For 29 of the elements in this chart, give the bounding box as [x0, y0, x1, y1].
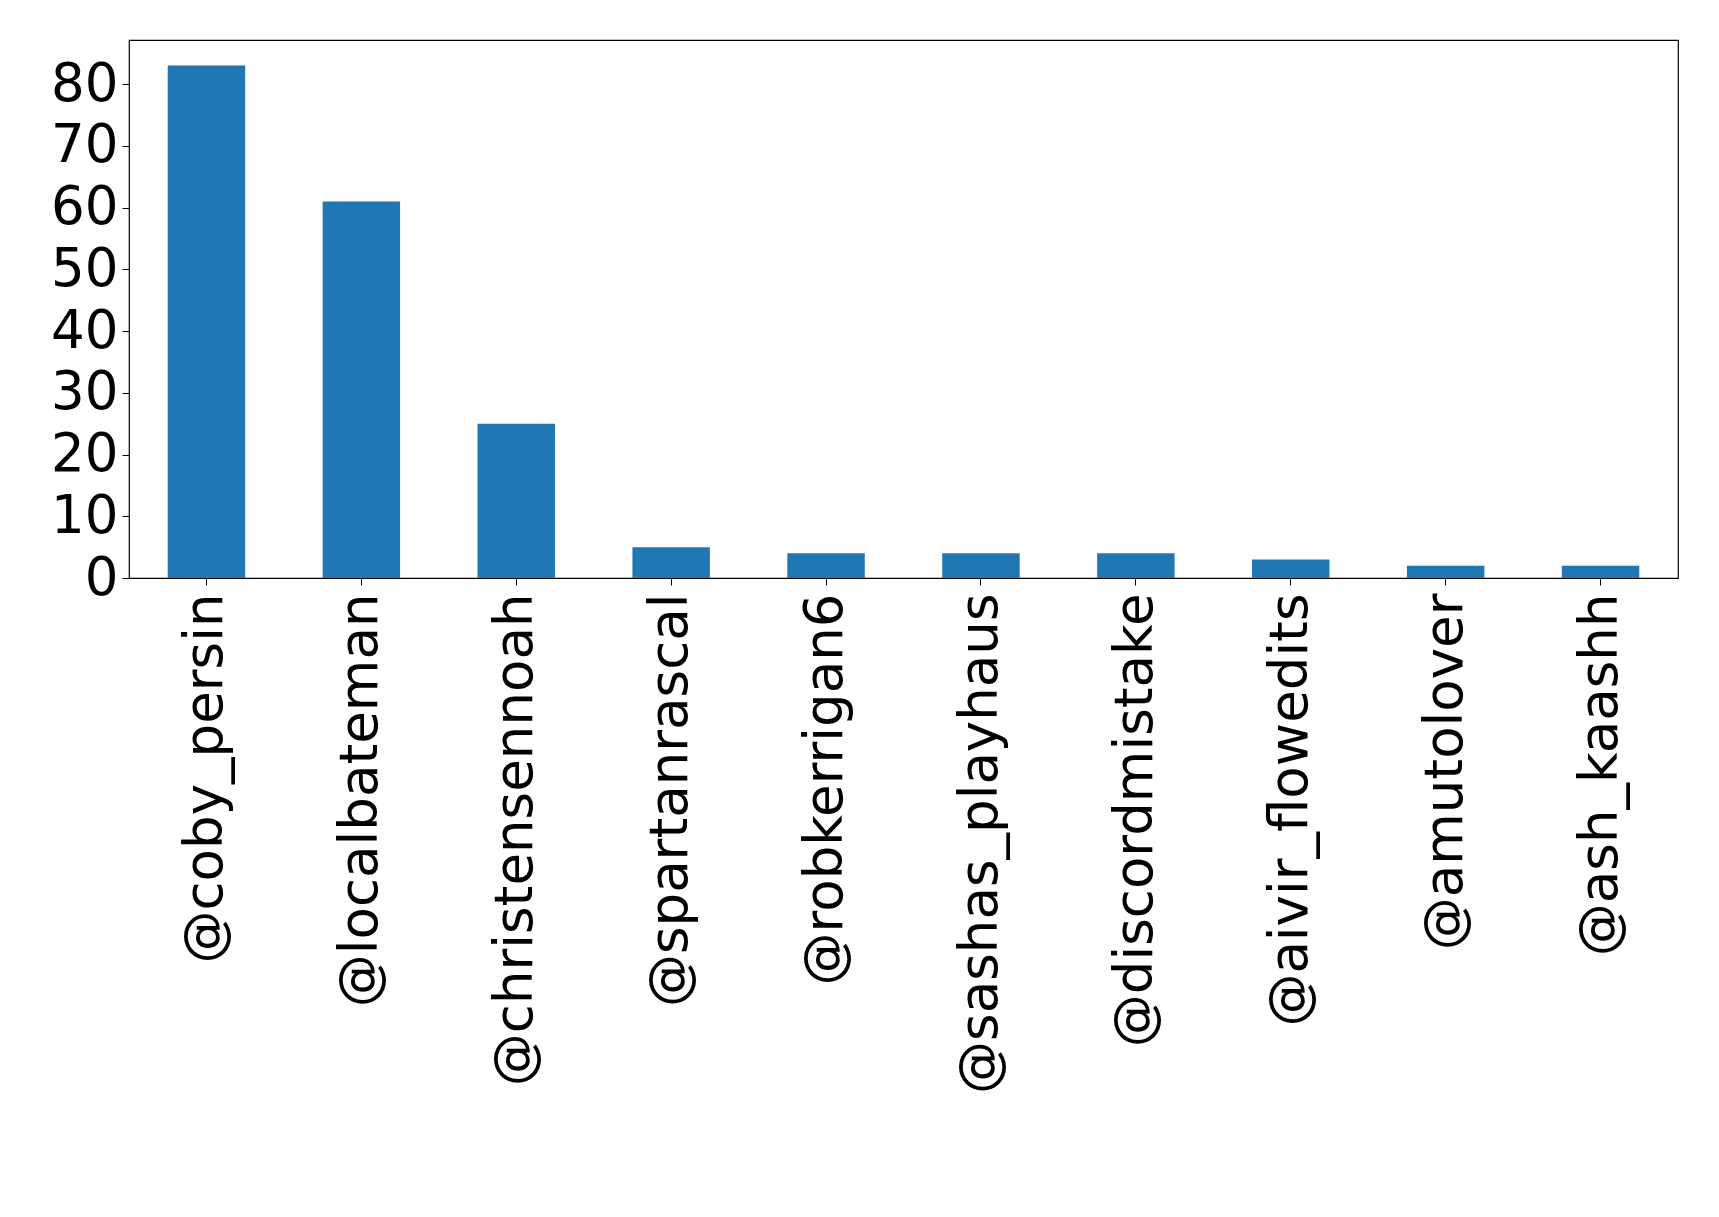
- bar: [632, 547, 710, 578]
- y-tick-label: 10: [51, 483, 119, 545]
- x-tick-label: @ash_kaashh: [1567, 593, 1630, 957]
- bar: [942, 553, 1020, 578]
- bar: [477, 423, 555, 578]
- y-tick-label: 20: [51, 422, 119, 484]
- y-tick-label: 80: [51, 51, 119, 113]
- y-tick-label: 40: [51, 298, 119, 360]
- x-tick-label: @aivir_flowedits: [1257, 593, 1320, 1027]
- bar: [322, 201, 401, 578]
- x-tick-label: @amutolover: [1412, 593, 1474, 951]
- y-tick-label: 30: [51, 360, 119, 422]
- x-tick-label: @localbateman: [328, 593, 390, 1008]
- bar: [1252, 559, 1330, 578]
- x-tick-label: @coby_persin: [173, 593, 236, 964]
- bar: [1097, 553, 1175, 578]
- bar: [787, 553, 865, 578]
- bar: [167, 65, 246, 578]
- bar: [1406, 565, 1485, 578]
- y-tick-label: 0: [84, 545, 119, 607]
- x-tick-label: @sashas_playhaus: [947, 593, 1010, 1094]
- y-tick-label: 70: [51, 113, 119, 175]
- y-tick-label: 50: [51, 236, 119, 298]
- bar: [1561, 565, 1640, 578]
- x-tick-label: @christensennoah: [483, 593, 545, 1087]
- x-tick-label: @spartanrascal: [638, 593, 700, 1008]
- x-tick-label: @discordmistake: [1102, 593, 1164, 1048]
- y-tick-label: 60: [51, 175, 119, 237]
- x-tick-label: @robkerrigan6: [793, 593, 855, 986]
